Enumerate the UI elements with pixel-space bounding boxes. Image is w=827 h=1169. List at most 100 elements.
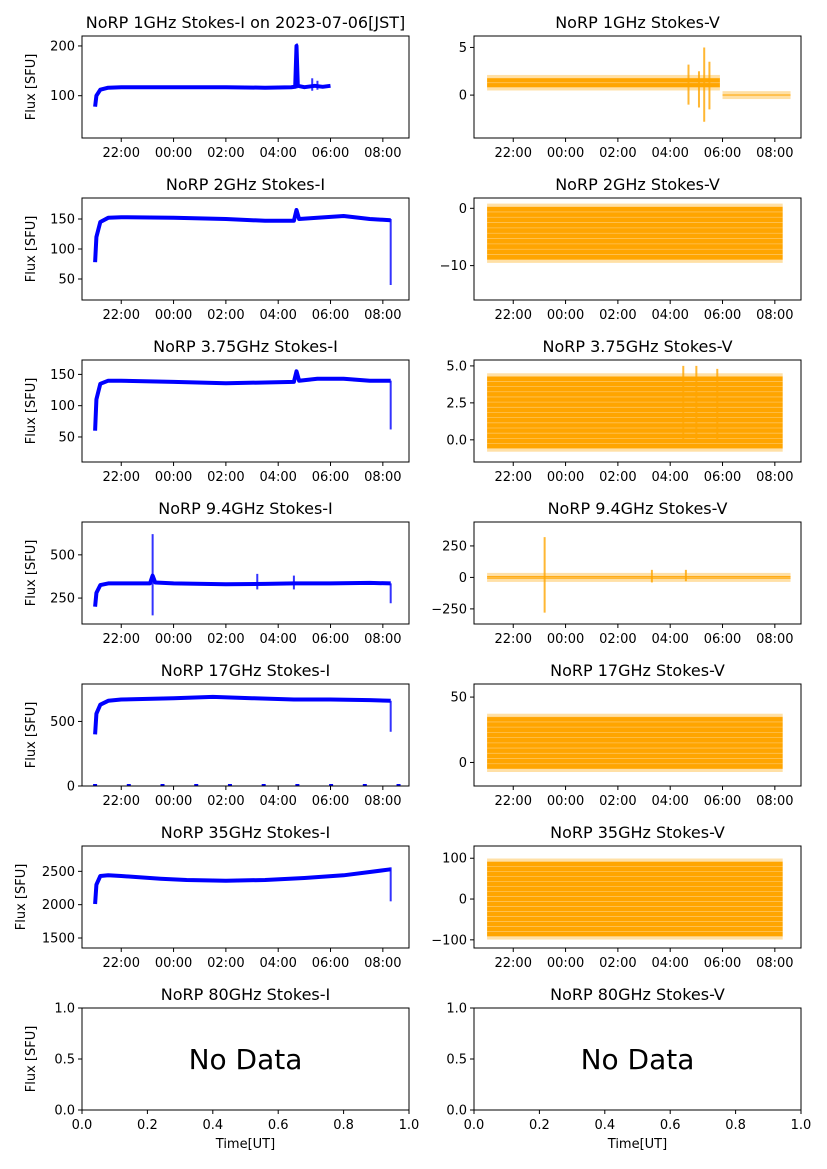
x-tick-label: 06:00 <box>312 308 349 323</box>
x-tick-label: 08:00 <box>756 794 793 809</box>
y-tick-label: 2500 <box>42 865 75 880</box>
x-tick-label: 04:00 <box>651 470 688 485</box>
band-fringe-top <box>487 203 783 207</box>
x-tick-label: 00:00 <box>547 146 584 161</box>
axes-frame <box>81 197 410 301</box>
data-baseline-point <box>227 784 232 786</box>
chart-35ghz-i: NoRP 35GHz Stokes-I 22:00 00:00 02:00 04:00 0… <box>14 823 410 971</box>
axes-frame <box>473 197 802 301</box>
x-tick-label: 0.6 <box>268 1118 289 1133</box>
data-baseline-point <box>329 784 334 786</box>
data-baseline-point <box>396 784 401 786</box>
x-tick-label: 02:00 <box>207 956 244 971</box>
x-tick-label: 22:00 <box>495 956 532 971</box>
x-axis-label: Time[UT] <box>215 1137 275 1152</box>
y-tick-label: 5 <box>459 41 467 56</box>
x-tick-label: 08:00 <box>364 308 401 323</box>
y-tick-label: 0 <box>459 89 467 104</box>
plot-area <box>93 43 331 107</box>
plot-area <box>93 694 401 786</box>
data-series-line <box>93 208 391 263</box>
x-tick-label: 02:00 <box>599 146 636 161</box>
x-tick-label: 06:00 <box>704 956 741 971</box>
x-tick-label: 06:00 <box>312 794 349 809</box>
x-tick-label: 04:00 <box>651 146 688 161</box>
data-series-line <box>93 867 391 905</box>
x-tick-label: 00:00 <box>547 794 584 809</box>
data-series-line <box>93 694 391 735</box>
x-tick-label: 02:00 <box>207 632 244 647</box>
data-series-line <box>93 573 391 607</box>
y-tick-label: 150 <box>50 368 75 383</box>
plot-area <box>487 47 791 122</box>
y-tick-label: 0 <box>459 202 467 217</box>
x-tick-label: 08:00 <box>364 794 401 809</box>
x-tick-label: 02:00 <box>207 470 244 485</box>
chart-2ghz-v: NoRP 2GHz Stokes-V 22:00 00:00 02:00 04:00 06… <box>440 175 802 323</box>
y-tick-label: 50 <box>58 273 75 288</box>
x-tick-label: 0.4 <box>594 1118 615 1133</box>
data-band <box>487 716 783 769</box>
y-tick-label: 100 <box>50 399 75 414</box>
x-tick-label: 22:00 <box>495 146 532 161</box>
y-tick-label: 150 <box>50 213 75 228</box>
x-tick-label: 1.0 <box>399 1118 420 1133</box>
x-tick-label: 06:00 <box>312 470 349 485</box>
y-tick-label: 0 <box>459 756 467 771</box>
x-tick-label: 00:00 <box>547 956 584 971</box>
x-tick-label: 1.0 <box>791 1118 812 1133</box>
y-tick-label: −10 <box>440 259 467 274</box>
x-tick-label: 08:00 <box>756 308 793 323</box>
x-tick-label: 04:00 <box>259 632 296 647</box>
axes-frame <box>473 521 802 625</box>
y-tick-label: 100 <box>442 852 467 867</box>
x-tick-label: 08:00 <box>756 632 793 647</box>
plot-area <box>93 208 392 285</box>
chart-17ghz-i: NoRP 17GHz Stokes-I 22:00 00:00 02:00 04:00 0… <box>24 661 410 809</box>
x-tick-label: 04:00 <box>259 956 296 971</box>
x-tick-label: 0.0 <box>464 1118 485 1133</box>
y-axis-label: Flux [SFU] <box>24 702 39 769</box>
x-tick-label: 02:00 <box>599 632 636 647</box>
plot-area <box>487 365 783 452</box>
plot-area <box>93 534 392 616</box>
plot-area <box>487 858 783 940</box>
x-tick-label: 04:00 <box>259 470 296 485</box>
plot-area <box>93 369 392 431</box>
plot-area <box>487 713 783 772</box>
y-tick-label: −100 <box>431 933 467 948</box>
x-tick-label: 00:00 <box>547 470 584 485</box>
band-fringe-bottom <box>487 936 783 940</box>
y-tick-label: 5.0 <box>446 359 467 374</box>
y-tick-label: 50 <box>450 691 467 706</box>
x-tick-label: 06:00 <box>704 308 741 323</box>
chart-1ghz-i: NoRP 1GHz Stokes-I on 2023-07-06[JST] 22:… <box>24 13 410 161</box>
band-fringe-top <box>487 858 783 862</box>
x-tick-label: 0.4 <box>202 1118 223 1133</box>
chart-title: NoRP 80GHz Stokes-I <box>161 985 330 1004</box>
x-tick-label: 06:00 <box>704 632 741 647</box>
x-tick-label: 06:00 <box>704 146 741 161</box>
x-tick-label: 04:00 <box>259 794 296 809</box>
chart-title: NoRP 9.4GHz Stokes-V <box>548 499 728 518</box>
x-tick-label: 06:00 <box>312 146 349 161</box>
x-tick-label: 08:00 <box>364 470 401 485</box>
x-tick-label: 00:00 <box>155 956 192 971</box>
x-tick-label: 02:00 <box>207 794 244 809</box>
chart-2ghz-i: NoRP 2GHz Stokes-I 22:00 00:00 02:00 04:00 06… <box>24 175 410 323</box>
chart-title: NoRP 17GHz Stokes-I <box>161 661 330 680</box>
data-baseline-point <box>295 784 300 786</box>
x-tick-label: 22:00 <box>495 470 532 485</box>
x-tick-label: 04:00 <box>651 956 688 971</box>
y-tick-label: 1.0 <box>446 1002 467 1017</box>
y-tick-label: 0.0 <box>446 433 467 448</box>
band-fringe-bottom <box>722 96 791 100</box>
y-tick-label: 0.0 <box>54 1104 75 1119</box>
x-tick-label: 00:00 <box>155 308 192 323</box>
x-tick-label: 04:00 <box>651 632 688 647</box>
x-tick-label: 08:00 <box>756 470 793 485</box>
y-axis-label: Flux [SFU] <box>14 864 29 931</box>
x-tick-label: 04:00 <box>651 794 688 809</box>
y-tick-label: 0.0 <box>446 1104 467 1119</box>
x-tick-label: 0.0 <box>72 1118 93 1133</box>
